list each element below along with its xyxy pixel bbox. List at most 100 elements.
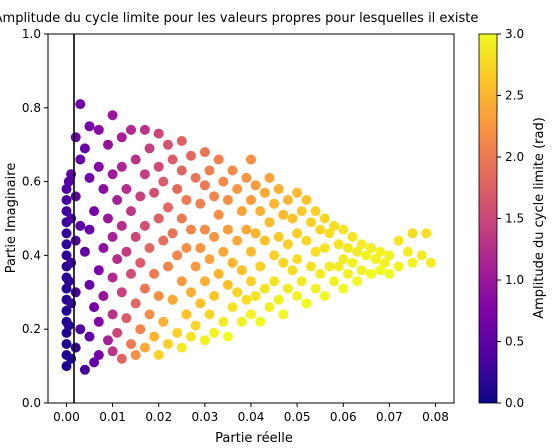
data-point — [319, 213, 330, 224]
data-point — [116, 132, 127, 143]
data-point — [361, 250, 372, 261]
data-point — [181, 243, 192, 253]
data-point — [172, 184, 183, 194]
data-point — [84, 279, 95, 290]
data-point — [130, 154, 141, 165]
data-point — [370, 254, 381, 265]
data-point — [163, 139, 173, 150]
data-point — [264, 217, 275, 228]
data-point — [93, 265, 104, 276]
data-point — [139, 342, 150, 353]
data-point — [176, 276, 187, 287]
x-tick-label: 0.05 — [284, 410, 311, 424]
data-point — [163, 202, 173, 213]
data-point — [190, 261, 201, 272]
data-point — [153, 350, 164, 360]
data-point — [269, 276, 280, 287]
data-point — [232, 235, 243, 246]
data-point — [126, 268, 136, 279]
data-point — [190, 172, 201, 183]
data-point — [70, 191, 81, 202]
points-layer — [61, 99, 436, 375]
data-point — [186, 150, 196, 161]
data-point — [310, 246, 321, 257]
colorbar-ticks: 0.0 0.5 1.0 1.5 2.0 2.5 3.0 — [497, 27, 524, 410]
data-point — [319, 291, 330, 301]
data-point — [61, 250, 72, 261]
data-point — [246, 309, 256, 320]
y-axis-label: Partie Imaginaire — [4, 163, 19, 274]
data-point — [163, 339, 173, 349]
data-point — [144, 309, 155, 320]
data-point — [121, 246, 132, 257]
data-point — [407, 257, 418, 268]
data-point — [352, 246, 363, 257]
data-point — [107, 231, 118, 242]
data-point — [116, 353, 127, 364]
data-point — [75, 220, 86, 231]
data-point — [356, 239, 367, 250]
data-point — [98, 291, 109, 301]
data-point — [186, 287, 196, 298]
data-point — [116, 287, 127, 298]
data-point — [296, 206, 307, 217]
x-axis-ticks: 0.00 0.01 0.02 0.03 0.04 0.05 0.06 0.07 0.08 — [53, 403, 449, 424]
data-point — [379, 257, 390, 268]
data-point — [287, 213, 298, 224]
data-point — [315, 224, 326, 235]
data-point — [324, 261, 335, 272]
data-point — [301, 298, 312, 309]
data-point — [195, 243, 206, 253]
data-point — [356, 265, 367, 276]
colorbar-tick-label: 0.5 — [505, 335, 524, 349]
data-point — [222, 279, 233, 290]
data-point — [407, 228, 418, 239]
data-point — [213, 209, 224, 220]
data-point — [61, 305, 72, 316]
data-point — [204, 165, 215, 176]
data-point — [130, 231, 141, 242]
data-point — [176, 342, 187, 353]
y-tick-label: 0.6 — [22, 175, 41, 189]
data-point — [232, 287, 243, 298]
data-point — [103, 335, 113, 346]
data-point — [301, 195, 312, 205]
data-point — [375, 246, 386, 257]
data-point — [135, 191, 146, 202]
data-point — [269, 250, 280, 261]
data-point — [306, 261, 316, 272]
colorbar-tick-label: 3.0 — [505, 27, 524, 41]
data-point — [227, 302, 238, 313]
data-point — [195, 198, 206, 209]
data-point — [167, 228, 178, 239]
data-point — [416, 250, 427, 261]
data-point — [61, 339, 72, 349]
data-point — [130, 350, 141, 360]
data-point — [107, 169, 118, 180]
data-point — [79, 246, 90, 257]
data-point — [186, 331, 196, 342]
data-point — [176, 213, 187, 224]
data-point — [93, 350, 104, 360]
data-point — [296, 276, 307, 287]
data-point — [236, 206, 247, 217]
data-point — [153, 213, 164, 224]
data-point — [93, 316, 104, 327]
data-point — [292, 254, 303, 265]
data-point — [333, 239, 344, 250]
data-point — [149, 331, 160, 342]
data-point — [153, 291, 164, 301]
data-point — [149, 187, 160, 198]
x-axis-label: Partie réelle — [215, 431, 293, 446]
x-tick-label: 0.02 — [145, 410, 172, 424]
data-point — [421, 228, 432, 239]
data-point — [139, 220, 150, 231]
x-tick-label: 0.08 — [422, 410, 449, 424]
x-tick-label: 0.04 — [238, 410, 265, 424]
data-point — [255, 316, 266, 327]
data-point — [176, 136, 187, 146]
data-point — [126, 124, 136, 135]
data-point — [84, 331, 95, 342]
data-point — [278, 309, 289, 320]
data-point — [259, 283, 270, 294]
